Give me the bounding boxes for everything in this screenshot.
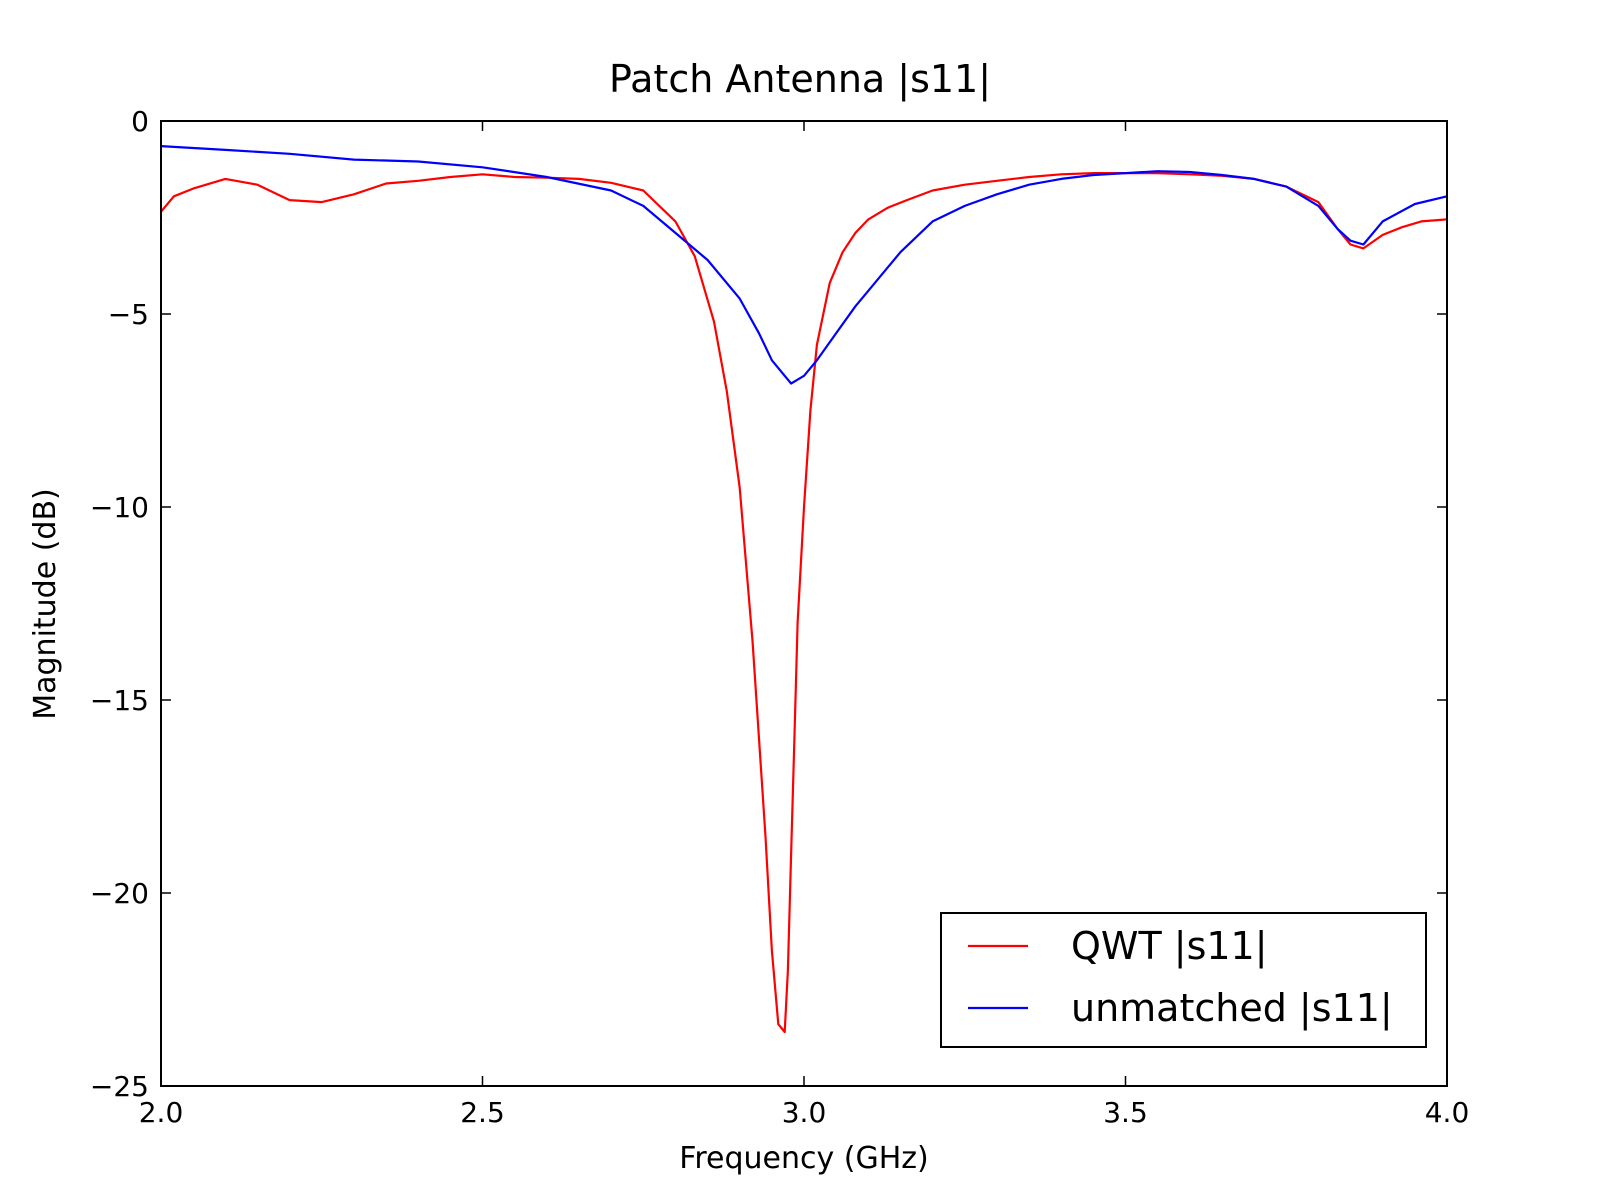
legend: QWT |s11| unmatched |s11| [940, 912, 1427, 1048]
legend-box [940, 912, 1427, 1048]
x-tick-label: 2.0 [139, 1096, 184, 1129]
y-tick-label: 0 [131, 105, 149, 138]
y-tick-label: −5 [108, 298, 149, 331]
series-line-1 [160, 145, 1448, 385]
x-tick-label: 3.5 [1103, 1096, 1148, 1129]
legend-label-0: QWT |s11| [1071, 924, 1268, 969]
ticks-layer: 2.0 2.5 3.0 3.5 4.0 0 −5 −10 −15 −20 −25 [90, 105, 1469, 1129]
x-tick-label: 4.0 [1425, 1096, 1470, 1129]
x-tick-label: 2.5 [460, 1096, 505, 1129]
y-tick-label: −20 [90, 877, 149, 910]
y-tick-label: −15 [90, 684, 149, 717]
x-tick-label: 3.0 [782, 1096, 827, 1129]
x-axis-label: Frequency (GHz) [679, 1141, 928, 1176]
y-tick-label: −10 [90, 491, 149, 524]
series-layer [160, 145, 1448, 1034]
y-axis-label: Magnitude (dB) [28, 488, 63, 720]
legend-label-1: unmatched |s11| [1071, 986, 1393, 1031]
y-tick-label: −25 [90, 1070, 149, 1103]
chart-title: Patch Antenna |s11| [609, 57, 991, 102]
series-line-0 [160, 172, 1448, 1034]
